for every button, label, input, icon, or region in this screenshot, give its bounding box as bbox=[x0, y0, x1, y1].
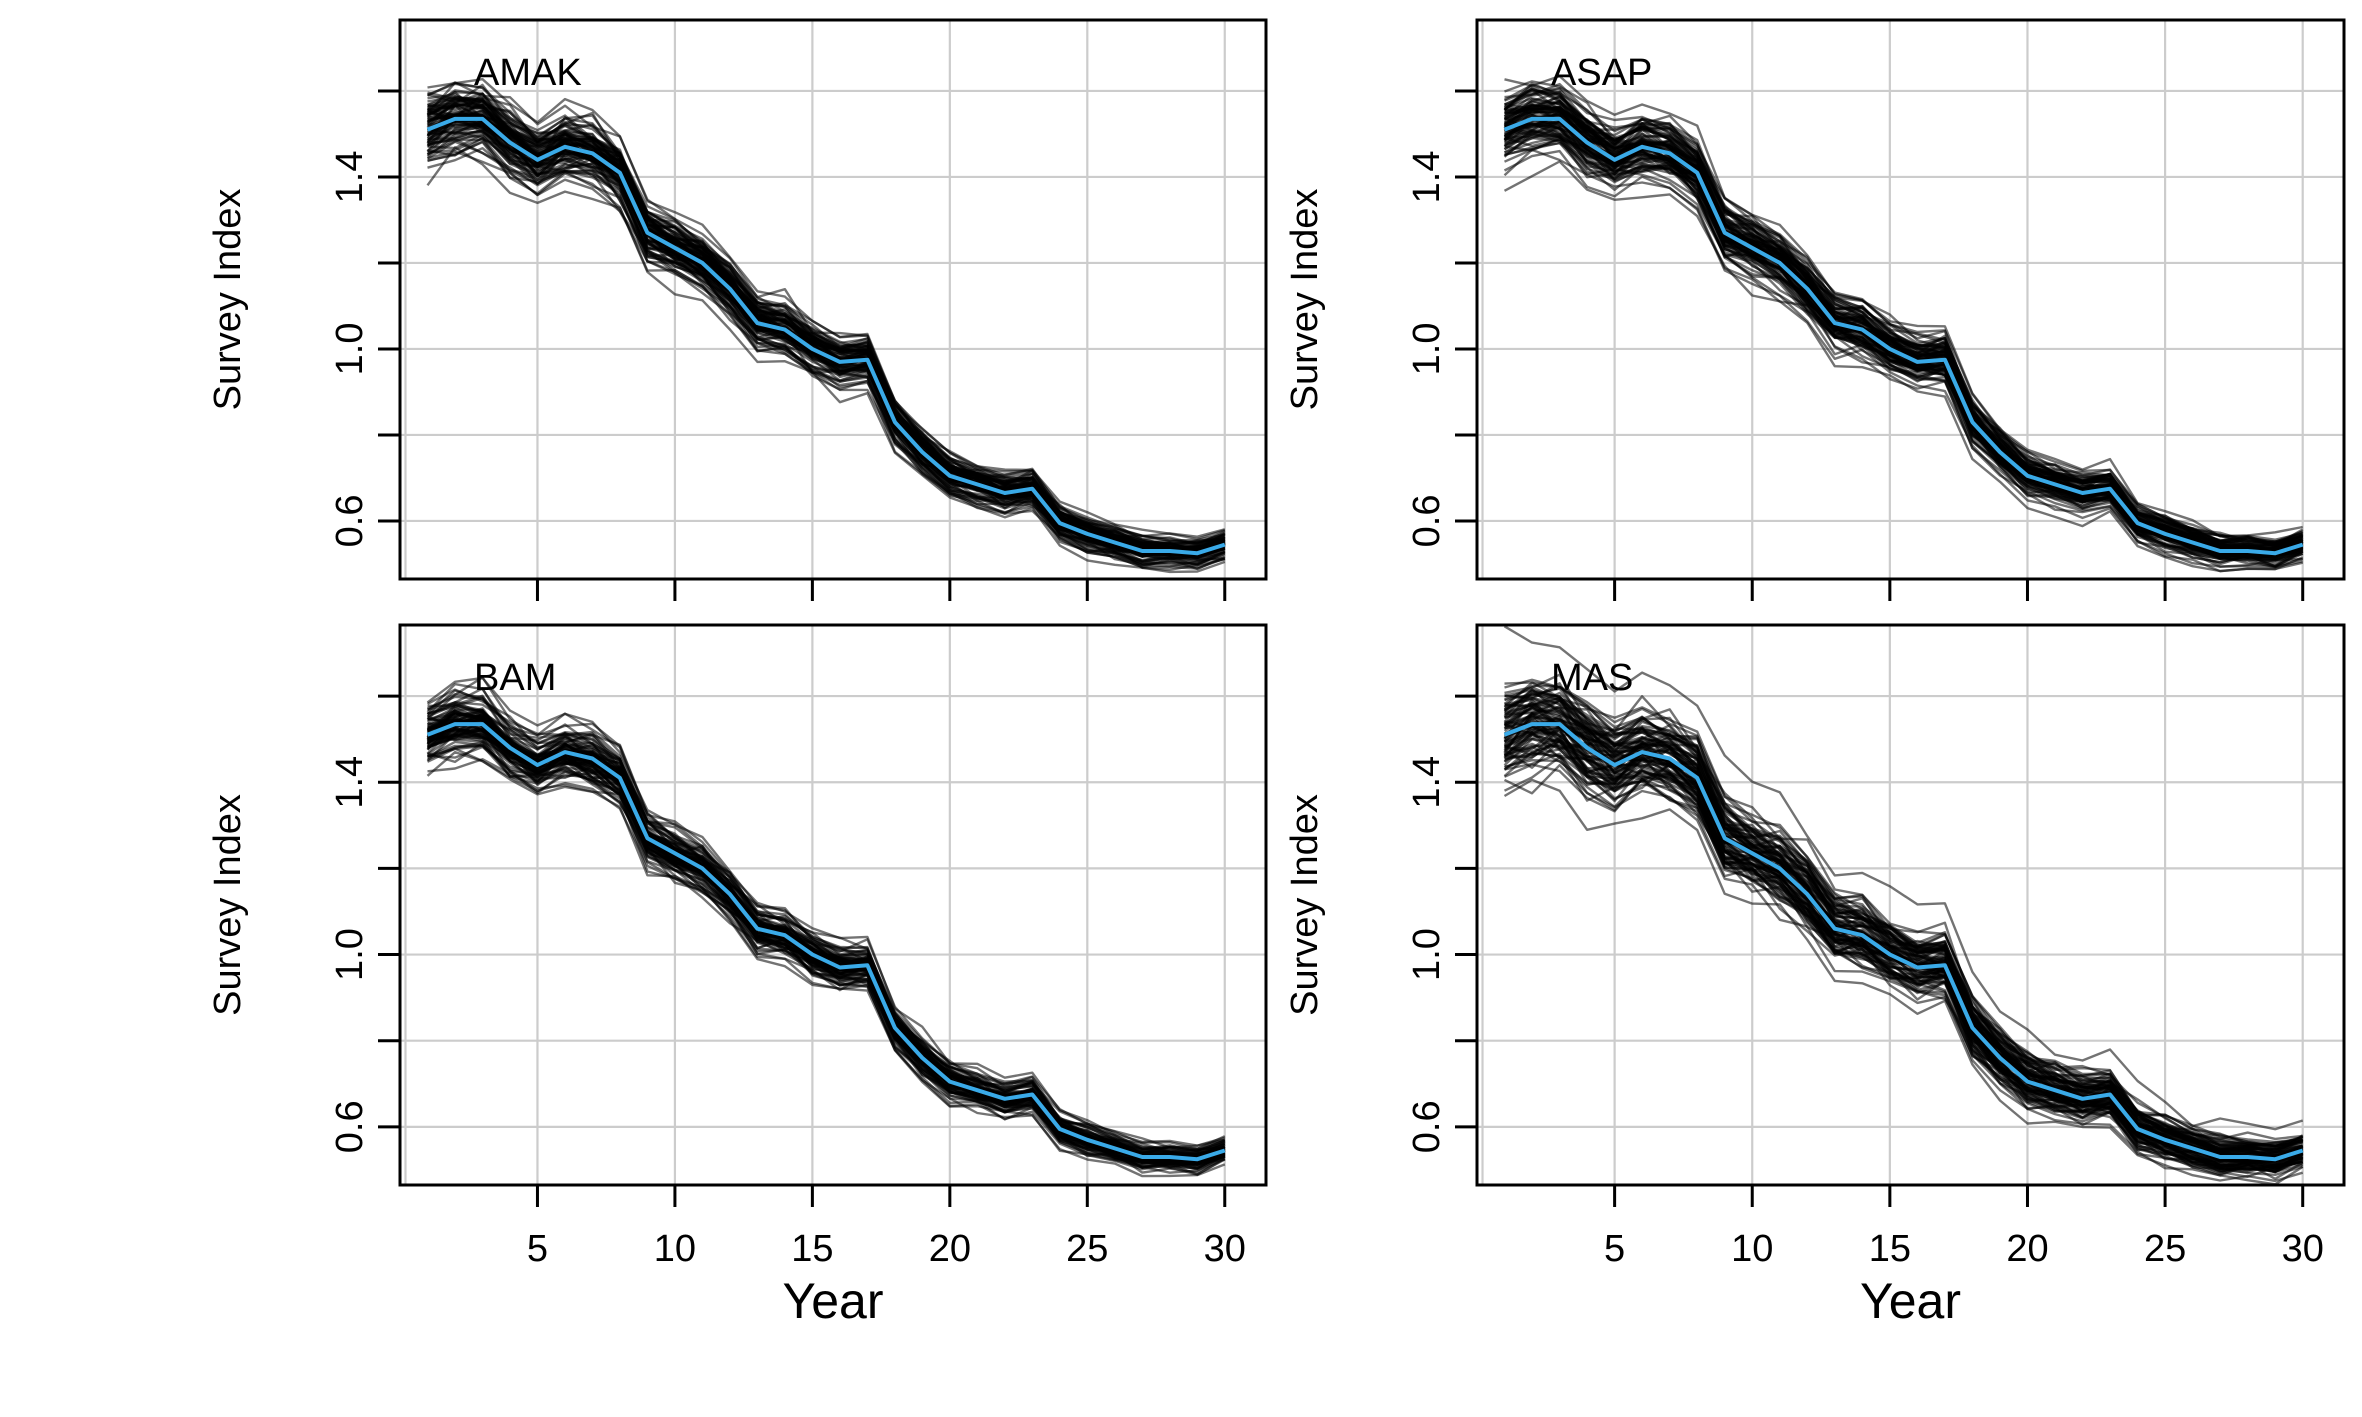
plot-frame bbox=[398, 18, 1268, 581]
x-tick-label: 20 bbox=[929, 1228, 971, 1270]
x-axis: 5 10 15 20 25 30 Year bbox=[527, 1185, 1246, 1329]
ensemble-line bbox=[426, 747, 1226, 1178]
y-tick-label: 1.0 bbox=[1406, 323, 1448, 376]
x-axis-title: Year bbox=[1860, 1273, 1961, 1329]
ensemble-line bbox=[427, 703, 1226, 1156]
ensemble-line bbox=[427, 105, 1226, 550]
plot-frame bbox=[1475, 18, 2346, 581]
panel-mas: 5 10 15 20 25 30 Year 0.6 1.0 1.4 Survey Index MAS bbox=[1284, 623, 2346, 1329]
ensemble-lines bbox=[1503, 74, 2304, 573]
x-tick-label: 10 bbox=[654, 1228, 696, 1270]
grid bbox=[1477, 625, 2344, 1185]
ensemble-line bbox=[427, 715, 1226, 1166]
x-tick-label: 30 bbox=[1204, 1228, 1246, 1270]
panel-bam: 5 10 15 20 25 30 Year 0.6 1.0 1.4 Survey Index BAM bbox=[207, 623, 1268, 1329]
grid bbox=[1477, 20, 2344, 579]
ensemble-line bbox=[427, 696, 1226, 1155]
y-axis: 0.6 1.0 1.4 Survey Index bbox=[1284, 694, 1477, 1153]
panel-amak: 0.6 1.0 1.4 Survey Index AMAK bbox=[207, 18, 1268, 601]
y-axis-title: Survey Index bbox=[1284, 189, 1326, 411]
model-label: BAM bbox=[474, 657, 556, 699]
ensemble-line bbox=[427, 712, 1226, 1163]
model-label: MAS bbox=[1551, 657, 1633, 699]
y-tick-label: 1.4 bbox=[1406, 151, 1448, 204]
ensemble-line bbox=[427, 711, 1226, 1164]
x-axis: 5 10 15 20 25 30 Year bbox=[1604, 1185, 2324, 1329]
ensemble-line bbox=[426, 123, 1226, 560]
panel-asap: 0.6 1.0 1.4 Survey Index ASAP bbox=[1284, 18, 2346, 601]
ensemble-line bbox=[1503, 116, 2304, 556]
ensemble-line bbox=[1503, 764, 2304, 1186]
x-tick-label: 20 bbox=[2006, 1228, 2048, 1270]
x-tick-label: 15 bbox=[791, 1228, 833, 1270]
x-tick-label: 25 bbox=[1066, 1228, 1108, 1270]
plot-frame bbox=[398, 623, 1268, 1187]
ensemble-line bbox=[1504, 682, 2304, 1153]
y-tick-label: 1.4 bbox=[329, 151, 371, 204]
ensemble-line bbox=[427, 77, 1226, 541]
ensemble-line bbox=[426, 146, 1226, 574]
ensemble-line bbox=[1504, 688, 2304, 1155]
ensemble-line bbox=[1503, 160, 2303, 573]
y-axis-title: Survey Index bbox=[1284, 794, 1326, 1016]
ensemble-line bbox=[1504, 87, 2303, 545]
y-tick-label: 1.4 bbox=[329, 756, 371, 809]
model-label: AMAK bbox=[474, 52, 582, 94]
y-tick-label: 0.6 bbox=[329, 1100, 371, 1153]
ensemble-line bbox=[1504, 74, 2303, 538]
mean-line bbox=[426, 722, 1226, 1162]
ensemble-line bbox=[426, 81, 1226, 538]
y-tick-label: 0.6 bbox=[329, 495, 371, 548]
ensemble-lines bbox=[1503, 625, 2304, 1186]
x-tick-label: 25 bbox=[2144, 1228, 2186, 1270]
ensemble-line bbox=[1503, 148, 2304, 573]
x-axis-title: Year bbox=[782, 1273, 883, 1329]
y-tick-label: 1.0 bbox=[329, 928, 371, 981]
y-axis-title: Survey Index bbox=[207, 189, 249, 411]
x-tick-label: 15 bbox=[1869, 1228, 1911, 1270]
ensemble-line bbox=[1504, 698, 2304, 1156]
x-tick-label: 30 bbox=[2282, 1228, 2324, 1270]
y-tick-label: 0.6 bbox=[1406, 1100, 1448, 1153]
x-axis bbox=[535, 579, 1227, 601]
ensemble-line bbox=[1504, 90, 2303, 550]
model-label: ASAP bbox=[1551, 52, 1652, 94]
y-tick-label: 1.0 bbox=[329, 323, 371, 376]
ensemble-line bbox=[1504, 681, 2303, 1144]
ensemble-line bbox=[1504, 739, 2304, 1174]
ensemble-line bbox=[1503, 778, 2304, 1183]
ensemble-line bbox=[426, 96, 1226, 551]
mean-line bbox=[1503, 116, 2304, 556]
ensemble-line bbox=[427, 140, 1226, 571]
y-axis: 0.6 1.0 1.4 Survey Index bbox=[207, 89, 400, 548]
ensemble-line bbox=[1503, 684, 2303, 1141]
y-tick-label: 1.0 bbox=[1406, 928, 1448, 981]
x-axis bbox=[1613, 579, 2305, 601]
ensemble-lines bbox=[426, 676, 1226, 1178]
x-tick-label: 5 bbox=[527, 1228, 548, 1270]
ensemble-line bbox=[1503, 136, 2304, 560]
x-tick-label: 10 bbox=[1731, 1228, 1773, 1270]
y-tick-label: 0.6 bbox=[1406, 495, 1448, 548]
y-axis: 0.6 1.0 1.4 Survey Index bbox=[1284, 89, 1477, 548]
ensemble-line bbox=[1504, 138, 2304, 568]
ensemble-line bbox=[426, 711, 1226, 1166]
plot-frame bbox=[1475, 623, 2346, 1187]
x-tick-label: 5 bbox=[1604, 1228, 1625, 1270]
mean-line bbox=[426, 116, 1226, 556]
y-axis-title: Survey Index bbox=[207, 794, 249, 1016]
mean-line bbox=[1503, 722, 2304, 1162]
grid bbox=[400, 20, 1266, 579]
grid bbox=[400, 625, 1266, 1185]
y-tick-label: 1.4 bbox=[1406, 756, 1448, 809]
ensemble-line bbox=[1503, 625, 2304, 1131]
y-axis: 0.6 1.0 1.4 Survey Index bbox=[207, 694, 400, 1153]
